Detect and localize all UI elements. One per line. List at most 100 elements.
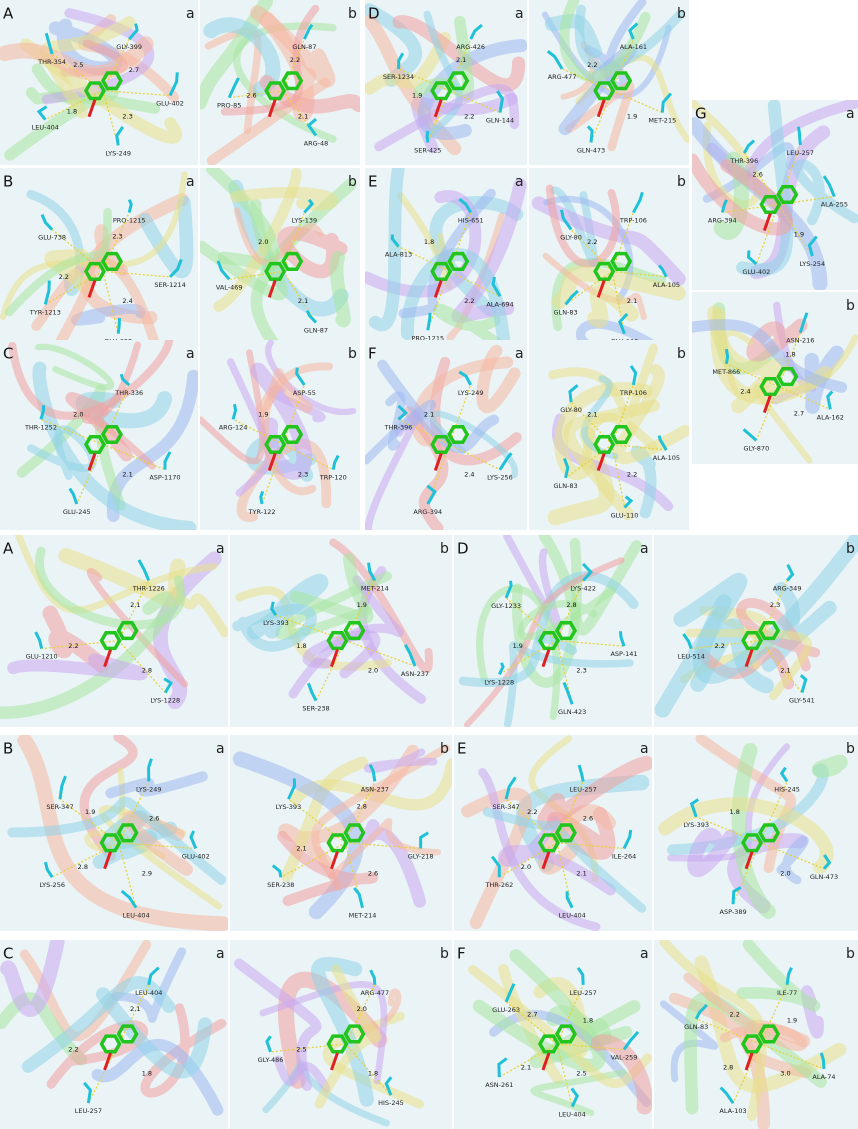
hbond	[282, 384, 305, 445]
ligand-ring	[99, 631, 122, 651]
ligand-ring	[554, 823, 577, 843]
view-tag: a	[640, 541, 649, 557]
distance-label: 3.0	[780, 1070, 790, 1078]
residue-label: LEU-257	[787, 149, 814, 157]
distance-label: 2.4	[122, 297, 132, 305]
ligand-ring	[610, 71, 633, 91]
residue-label: GLN-87	[292, 43, 316, 51]
hbond	[755, 204, 779, 265]
residue-label: LYS-1228	[484, 678, 514, 686]
residue-stick	[303, 198, 315, 214]
residue-stick	[504, 776, 517, 800]
distance-label: 1.9	[794, 230, 804, 238]
distance-label: 2.3	[122, 113, 132, 121]
distance-label: 2.0	[521, 863, 531, 871]
residue-label: ASN-216	[786, 337, 814, 345]
residue-label: ALA-162	[817, 413, 844, 421]
hbond	[102, 38, 130, 92]
protein-ribbon	[233, 207, 324, 266]
hbond	[556, 1043, 625, 1051]
protein-ribbon	[563, 399, 660, 521]
ligand-bond	[87, 99, 97, 118]
protein-ribbon	[288, 575, 404, 699]
residue-label: LYS-249	[136, 785, 162, 793]
view-content: ARG-477 HIS-245 GLY-486 1.8 2.5 2.0	[230, 940, 452, 1129]
residue-label: LYS-393	[683, 821, 709, 829]
hbond	[344, 580, 376, 641]
protein-ribbon	[497, 815, 616, 896]
residue-label: PRO-1215	[411, 334, 444, 342]
residue-label: ARG-477	[360, 989, 389, 997]
residue-label: GLU-110	[611, 511, 639, 519]
hbond	[275, 614, 346, 642]
protein-ribbon	[4, 207, 112, 317]
protein-ribbon	[7, 796, 227, 885]
distance-label: 2.3	[112, 232, 122, 240]
residue-stick	[58, 775, 67, 800]
residue-label: GLY-486	[258, 1056, 284, 1064]
protein-ribbon	[692, 153, 793, 236]
distance-label: 1.8	[583, 1016, 593, 1024]
residue-label: SER-1214	[154, 281, 185, 289]
residue-stick	[120, 889, 138, 909]
view-tag: b	[440, 946, 449, 962]
protein-ribbon	[377, 359, 500, 454]
protein-ribbon	[122, 810, 193, 876]
distance-label: 2.0	[258, 238, 268, 246]
residue-stick	[231, 403, 238, 420]
protein-ribbon	[411, 356, 514, 447]
residue-stick	[822, 175, 836, 198]
distance-label: 2.2	[68, 1045, 78, 1053]
hbond	[505, 1001, 558, 1045]
protein-ribbon	[710, 307, 833, 405]
view-tag: b	[846, 946, 855, 962]
residue-stick	[618, 631, 626, 647]
residue-label: GLU-402	[742, 268, 770, 276]
view-content: THR-336 ASP-1170 GLU-245 THR-1252 2.1 2.0	[0, 340, 198, 530]
residue-label: GLU-245	[63, 508, 91, 516]
residue-label: LEU-257	[570, 785, 597, 793]
distance-label: 2.5	[296, 1045, 306, 1053]
residue-stick	[425, 130, 430, 143]
residue-label: THR-396	[384, 423, 413, 431]
distance-label: 2.4	[464, 470, 474, 478]
distance-label: 2.3	[770, 601, 780, 609]
protein-ribbon	[71, 303, 146, 326]
hbond	[505, 798, 558, 844]
docking-view: LYS-139 GLN-87 VAL-469 2.1 2.0 b	[200, 168, 360, 356]
hbond	[117, 781, 150, 844]
residue-label: LEU-257	[570, 989, 597, 997]
residue-label: SER-347	[46, 803, 73, 811]
protein-ribbon	[314, 964, 382, 1109]
residue-label: LEU-404	[135, 989, 162, 997]
distance-label: 2.2	[587, 61, 597, 69]
residue-stick	[68, 487, 79, 505]
distance-label: 2.2	[730, 1010, 740, 1018]
ligand-ring	[83, 81, 106, 101]
distance-label: 2.2	[59, 273, 69, 281]
protein-ribbon	[229, 186, 339, 211]
ligand-bond	[103, 1052, 112, 1071]
view-content: ARG-426 GLN-144 SER-425 SER-1234 2.2 1.9 2.1	[365, 0, 527, 165]
residue-label: THR-336	[114, 389, 143, 397]
protein-ribbon	[446, 212, 505, 342]
view-content: GLY-399 GLU-402 LYS-249 LEU-404 THR-354 2.3 1.…	[0, 0, 198, 165]
residue-stick	[265, 1035, 272, 1053]
docking-view: THR-336 ASP-1170 GLU-245 THR-1252 2.1 2.0 a	[0, 340, 198, 530]
hbond	[51, 229, 104, 272]
residue-stick	[546, 49, 564, 70]
residue-stick	[581, 562, 593, 582]
distance-label: 1.8	[368, 1070, 378, 1078]
panel-letter: F	[368, 345, 377, 363]
docking-view: ASN-237 GLY-218 MET-214 SER-238 LYS-393 2.6 2.…	[230, 735, 452, 931]
protein-ribbon	[8, 340, 174, 420]
residue-stick	[694, 1003, 708, 1020]
ligand-bond	[433, 279, 443, 298]
ligand-bond	[103, 649, 112, 668]
distance-label: 2.2	[627, 470, 637, 478]
ligand-bond	[744, 649, 754, 668]
residue-stick	[44, 861, 54, 879]
docking-view: LEU-404 LEU-257 1.8 2.2 2.1 a	[0, 940, 228, 1129]
hbond	[726, 363, 779, 388]
hbond	[87, 1043, 120, 1104]
